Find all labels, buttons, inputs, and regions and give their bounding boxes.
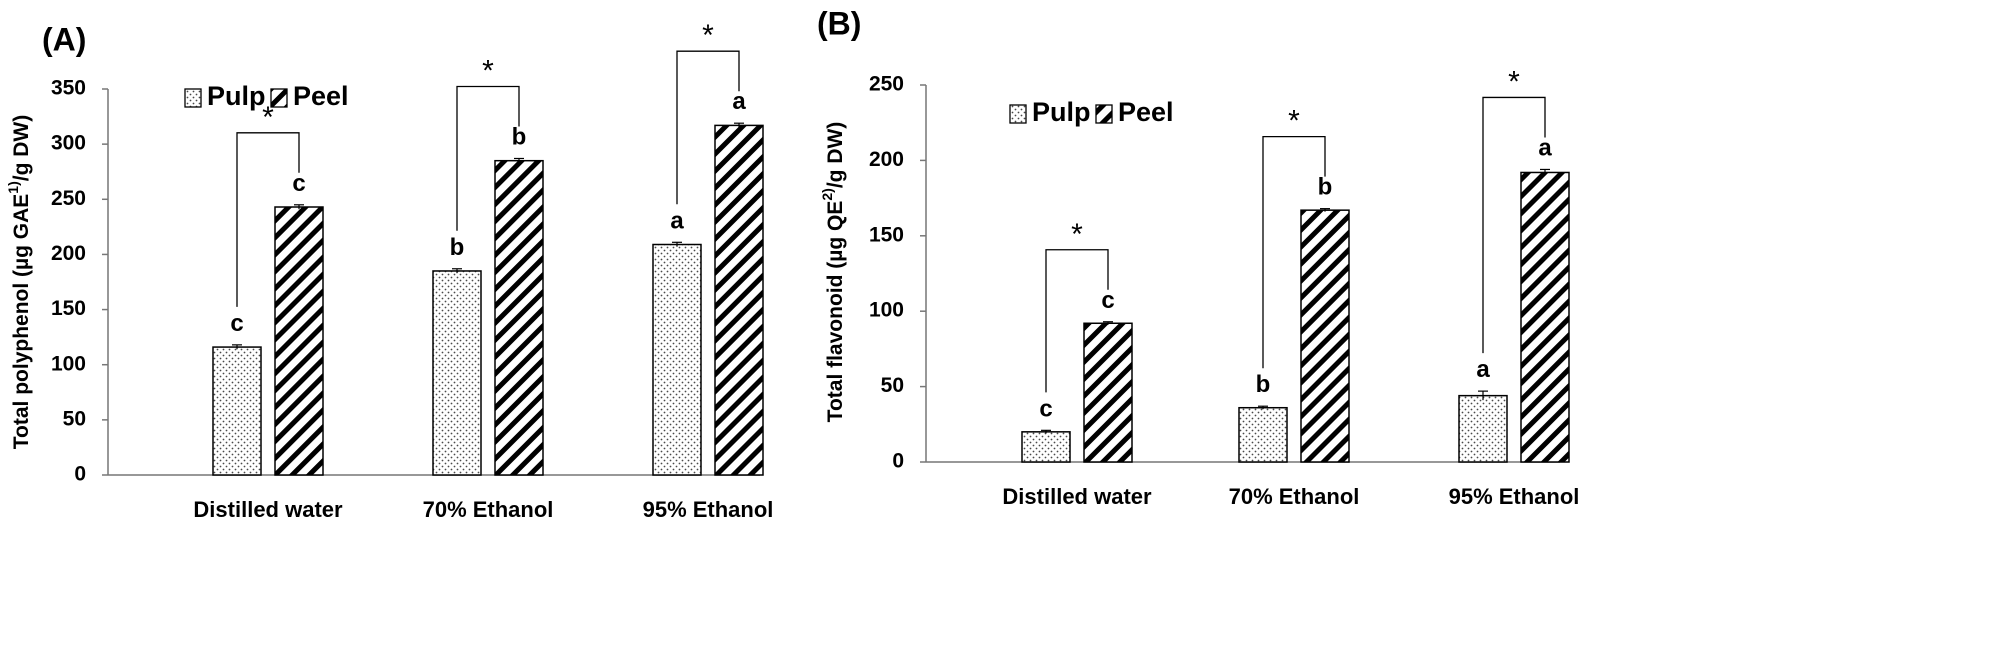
significance-letter: a [1476,356,1490,383]
significance-letter: a [732,88,746,115]
x-category-label: 70% Ethanol [423,497,554,522]
significance-bracket [1482,96,1546,354]
y-tick-label: 50 [881,374,904,397]
significance-letter: b [1318,174,1333,201]
significance-bracket [456,85,520,231]
significance-bracket [676,50,740,205]
y-axis-label: Total polyphenol (µg GAE1)/g DW) [5,115,33,449]
chart-panel-b: (B) Total flavonoid (µg QE2)/g DW) 0 50 100 1… [817,5,1579,508]
chart-panel-a: (A) Total polyphenol (µg GAE1)/g DW) 0 50 10… [5,19,774,522]
bar-pulp [1458,394,1508,463]
y-tick-label: 200 [51,242,86,265]
significance-letter: c [292,170,305,197]
significance-star: * [702,19,714,52]
y-tick-label: 150 [51,297,86,320]
significance-bracket [1045,249,1109,393]
bar-pulp [1021,431,1071,463]
bar-pulp [652,243,702,476]
x-category-label: Distilled water [193,497,343,522]
y-tick-label: 350 [51,77,86,100]
legend-label-peel: Peel [293,81,349,111]
y-axis-label-tail: /g DW) [824,122,847,188]
y-axis-label-main: Total flavonoid (µg QE [824,201,847,423]
significance-letter: c [1039,395,1052,422]
x-category-label: 95% Ethanol [643,497,774,522]
significance-letter: b [1256,371,1271,398]
legend-swatch-peel [270,88,288,108]
y-axis-label-superscript: 2) [819,188,835,200]
x-category-label: 95% Ethanol [1449,484,1580,509]
y-tick-label: 50 [63,407,86,430]
significance-star: * [262,101,274,134]
y-axis-label-superscript: 1) [5,181,21,193]
panel-label: (B) [817,5,861,41]
significance-letter: b [512,123,527,150]
significance-bracket [236,132,300,307]
y-axis-label-main: Total polyphenol (µg GAE [10,194,33,450]
y-axis-label-tail: /g DW) [10,115,33,181]
significance-star: * [1508,65,1520,98]
bar-pulp [432,270,482,476]
bar-peel [714,124,764,476]
bar-peel [274,206,324,476]
y-tick-label: 300 [51,132,86,155]
legend-swatch-pulp [1009,104,1027,124]
y-tick-label: 150 [869,223,904,246]
legend-swatch-peel [1095,104,1113,124]
y-tick-label: 0 [892,450,904,473]
x-category-label: Distilled water [1002,484,1152,509]
bar-pulp [212,346,262,476]
significance-letter: b [450,234,465,261]
significance-letter: c [1101,287,1114,314]
significance-letter: a [670,207,684,234]
legend-swatch-pulp [184,88,202,108]
y-tick-label: 200 [869,148,904,171]
significance-bracket [1262,136,1326,369]
significance-letter: a [1538,134,1552,161]
bar-peel [494,159,544,476]
bar-peel [1300,209,1350,463]
significance-letter: c [230,310,243,337]
bar-pulp [1238,406,1288,463]
legend-label-pulp: Pulp [207,81,266,111]
bar-peel [1520,171,1570,463]
significance-star: * [1288,105,1300,138]
panel-label: (A) [42,21,86,57]
bar-peel [1083,322,1133,463]
significance-star: * [1071,218,1083,251]
significance-star: * [482,54,494,87]
legend-label-peel: Peel [1118,97,1174,127]
y-tick-label: 100 [869,299,904,322]
y-tick-label: 0 [74,463,86,486]
y-tick-label: 250 [869,73,904,96]
y-axis-label: Total flavonoid (µg QE2)/g DW) [819,122,847,423]
y-tick-label: 250 [51,187,86,210]
x-category-label: 70% Ethanol [1229,484,1360,509]
y-tick-label: 100 [51,352,86,375]
legend-label-pulp: Pulp [1032,97,1091,127]
